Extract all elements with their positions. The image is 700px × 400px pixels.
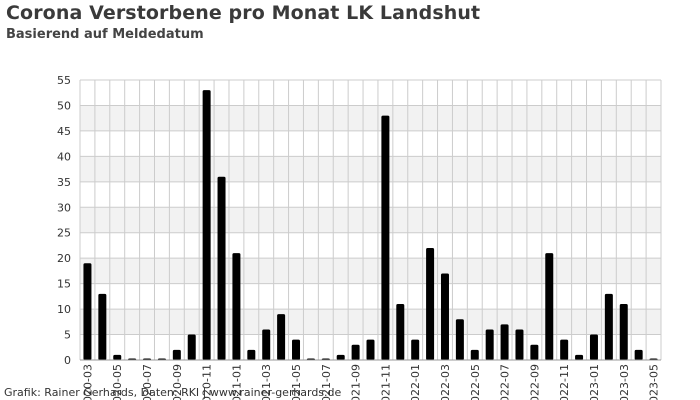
- x-tick-label: 2022-09: [528, 364, 541, 400]
- bar-2021-03: [262, 329, 271, 360]
- grid-bands: [80, 80, 661, 360]
- x-tick-label: 2020-03: [81, 364, 94, 400]
- bar-2021-01: [232, 253, 241, 360]
- y-tick-label: 20: [57, 252, 71, 265]
- chart-title: Corona Verstorbene pro Monat LK Landshut: [6, 2, 481, 24]
- bar-2020-10: [187, 334, 196, 360]
- x-tick-label: 2022-03: [439, 364, 452, 400]
- bar-2022-08: [515, 329, 524, 360]
- chart-credit: Grafik: Rainer Gerhards, Daten: RKI | ww…: [4, 386, 342, 399]
- bars: [83, 90, 658, 361]
- y-tick-label: 40: [57, 150, 71, 163]
- bar-2022-09: [530, 344, 539, 360]
- bar-2021-11: [381, 115, 390, 361]
- x-tick-label: 2022-07: [499, 364, 512, 400]
- x-tick-label: 2022-11: [558, 364, 571, 400]
- y-tick-label: 45: [57, 125, 71, 138]
- bar-2020-12: [217, 176, 226, 360]
- bar-2023-04: [634, 349, 643, 360]
- bar-2022-07: [500, 324, 509, 360]
- y-tick-label: 0: [64, 354, 71, 367]
- bar-2023-02: [604, 293, 613, 360]
- bar-2022-04: [455, 319, 464, 360]
- y-tick-label: 55: [57, 74, 71, 87]
- horizontal-gridlines: [80, 79, 661, 361]
- x-tick-label: 2020-11: [201, 364, 214, 400]
- x-tick-label: 2023-03: [618, 364, 631, 400]
- x-tick-label: 2021-03: [260, 364, 273, 400]
- x-tick-label: 2023-01: [588, 364, 601, 400]
- x-tick-label: 2021-01: [230, 364, 243, 400]
- bar-2021-05: [292, 339, 301, 360]
- bar-2020-05: [113, 354, 122, 360]
- bar-2020-03: [83, 263, 92, 360]
- bar-2023-03: [619, 304, 628, 360]
- x-tick-label: 2022-01: [409, 364, 422, 400]
- x-tick-label: 2021-05: [290, 364, 303, 400]
- x-tick-label: 2021-09: [350, 364, 363, 400]
- bar-2022-05: [470, 349, 479, 360]
- grid-band: [80, 105, 661, 131]
- bar-2022-06: [485, 329, 494, 360]
- y-axis: 0 5 10 15 20 25 30 35 40 45 50 55: [57, 74, 71, 367]
- grid-band: [80, 207, 661, 233]
- y-tick-label: 25: [57, 227, 71, 240]
- y-tick-label: 5: [64, 329, 71, 342]
- bar-2021-12: [396, 304, 405, 360]
- bar-2020-11: [202, 90, 211, 360]
- y-tick-label: 30: [57, 201, 71, 214]
- bar-2021-09: [351, 344, 360, 360]
- x-tick-label: 2020-05: [111, 364, 124, 400]
- bar-2022-10: [545, 253, 554, 360]
- x-tick-label: 2022-05: [469, 364, 482, 400]
- bar-2021-08: [336, 354, 345, 360]
- bar-2023-01: [589, 334, 598, 360]
- bar-2022-12: [575, 354, 584, 360]
- x-tick-label: 2023-05: [648, 364, 661, 400]
- bar-2022-11: [560, 339, 569, 360]
- grid-band: [80, 309, 661, 335]
- bar-2021-04: [277, 314, 286, 360]
- y-tick-label: 35: [57, 176, 71, 189]
- grid-band: [80, 156, 661, 182]
- bar-2020-04: [98, 293, 107, 360]
- bar-2021-10: [366, 339, 375, 360]
- vertical-gridlines: [79, 80, 662, 360]
- y-tick-label: 15: [57, 278, 71, 291]
- grid-band: [80, 258, 661, 284]
- x-axis: 2020-03 2020-05 2020-07 2020-09 2020-11 2021-…: [80, 359, 661, 400]
- y-tick-label: 10: [57, 303, 71, 316]
- bar-2022-02: [426, 248, 435, 360]
- x-tick-label: 2020-09: [171, 364, 184, 400]
- x-tick-label: 2021-07: [320, 364, 333, 400]
- bar-2022-03: [440, 273, 449, 360]
- chart-subtitle: Basierend auf Meldedatum: [6, 27, 204, 42]
- y-tick-label: 50: [57, 99, 71, 112]
- bar-2021-02: [247, 349, 256, 360]
- x-tick-label: 2021-11: [379, 364, 392, 400]
- bar-2022-01: [411, 339, 420, 360]
- bar-2020-09: [172, 349, 181, 360]
- x-tick-label: 2020-07: [141, 364, 154, 400]
